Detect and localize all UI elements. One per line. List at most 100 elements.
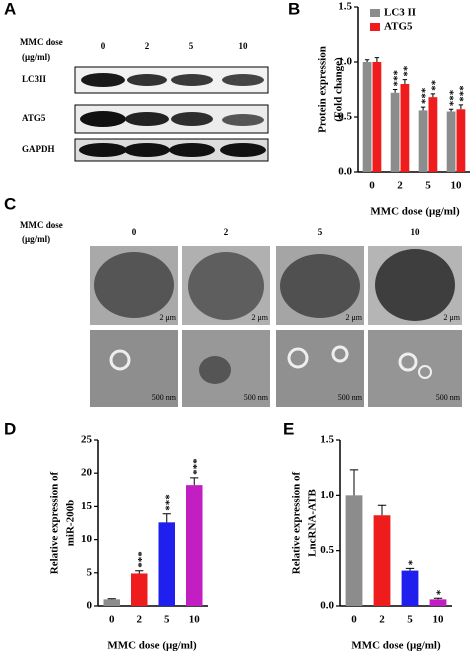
y-tick-label: 0.5 <box>338 111 352 123</box>
dose: 10 <box>411 227 421 237</box>
scale-bar: 2 μm <box>443 313 460 322</box>
significance: *** <box>136 551 148 568</box>
y-axis-label: Relative expression of <box>291 471 303 574</box>
x-tick-label: 10 <box>189 614 201 626</box>
bar <box>428 97 438 172</box>
scale-bar: 2 μm <box>345 313 362 322</box>
bar <box>362 62 372 172</box>
bar <box>418 110 428 172</box>
y-tick-label: 0.0 <box>320 600 334 612</box>
legend-swatch <box>370 23 380 31</box>
significance: * <box>407 559 419 565</box>
blot-label: LC3II <box>22 74 47 84</box>
y-tick-label: 10 <box>81 533 93 545</box>
bar <box>400 84 410 172</box>
bar <box>345 495 363 606</box>
error-bar <box>107 598 116 600</box>
legend-swatch <box>370 9 380 17</box>
bar <box>401 570 419 606</box>
bar <box>429 599 447 606</box>
micrographs <box>90 246 462 407</box>
error-bar <box>349 469 359 496</box>
panel-label: A <box>4 0 16 18</box>
x-axis-label: MMC dose (μg/ml) <box>351 640 441 652</box>
error-bar <box>374 57 380 62</box>
dose-label: (μg/ml) <box>22 52 50 62</box>
panel-label: B <box>288 0 300 18</box>
error-bar <box>448 108 454 112</box>
x-tick-label: 0 <box>369 180 375 192</box>
x-tick-label: 2 <box>397 180 403 192</box>
bar <box>131 573 148 606</box>
panel-label: C <box>4 194 16 213</box>
significance: * <box>435 589 447 595</box>
y-tick-label: 1.5 <box>320 434 334 446</box>
x-tick-label: 0 <box>109 614 115 626</box>
scale-bar: 500 nm <box>436 393 461 402</box>
bar <box>158 522 175 606</box>
dose: 2 <box>145 41 150 51</box>
panel-label: E <box>283 419 294 438</box>
y-tick-label: 25 <box>81 434 93 446</box>
legend-label: ATG5 <box>384 21 413 33</box>
significance: *** <box>392 70 404 87</box>
bar <box>103 599 120 606</box>
scale-bar: 500 nm <box>152 393 177 402</box>
bar <box>186 485 203 606</box>
y-tick-label: 0 <box>87 600 93 612</box>
bar <box>446 111 456 172</box>
dose-label: MMC dose <box>20 37 63 47</box>
bar <box>372 62 382 172</box>
x-tick-label: 5 <box>164 614 170 626</box>
error-bar <box>402 79 408 84</box>
bar <box>390 92 400 172</box>
error-bar <box>430 93 436 98</box>
dose: 0 <box>101 41 106 51</box>
bar <box>456 109 466 172</box>
error-bar <box>405 567 415 571</box>
x-axis-label: MMC dose (μg/ml) <box>370 206 460 218</box>
blot-label: GAPDH <box>22 144 55 154</box>
y-tick-label: 1.0 <box>320 489 334 501</box>
dose: 0 <box>132 227 137 237</box>
y-axis-label: LncRNA-ATB <box>307 489 319 557</box>
dose: 5 <box>318 227 323 237</box>
panel-label: D <box>4 419 16 438</box>
x-tick-label: 5 <box>425 180 431 192</box>
significance: *** <box>163 494 175 511</box>
error-bar <box>377 504 387 516</box>
y-axis-label: Protein expression <box>317 46 329 133</box>
scale-bar: 2 μm <box>251 313 268 322</box>
scale-bar: 2 μm <box>159 313 176 322</box>
x-tick-label: 10 <box>451 180 463 192</box>
y-tick-label: 0.0 <box>338 166 352 178</box>
y-axis-label: (Fold change) <box>333 57 345 122</box>
dose: 10 <box>239 41 249 51</box>
significance: ** <box>401 65 413 77</box>
blot-label: ATG5 <box>22 113 46 123</box>
dose: 2 <box>224 227 229 237</box>
y-tick-label: 0.5 <box>320 544 334 556</box>
error-bar <box>364 59 370 62</box>
scale-bar: 500 nm <box>244 393 269 402</box>
y-tick-label: 1.5 <box>338 1 352 13</box>
error-bar <box>135 570 144 574</box>
y-tick-label: 20 <box>81 467 93 479</box>
y-axis-label: Relative expression of <box>49 471 61 574</box>
x-tick-label: 5 <box>407 614 413 626</box>
dose-label: MMC dose <box>20 220 63 230</box>
significance: *** <box>457 85 469 102</box>
y-tick-label: 5 <box>87 566 93 578</box>
y-tick-label: 15 <box>81 500 93 512</box>
error-bar <box>458 104 464 110</box>
legend-label: LC3 II <box>384 7 416 19</box>
error-bar <box>392 89 398 93</box>
x-tick-label: 10 <box>433 614 445 626</box>
error-bar <box>162 513 171 523</box>
error-bar <box>190 477 199 486</box>
y-tick-label: 1.0 <box>338 56 352 68</box>
significance: ** <box>429 79 441 91</box>
scale-bar: 500 nm <box>338 393 363 402</box>
significance: *** <box>191 458 203 475</box>
